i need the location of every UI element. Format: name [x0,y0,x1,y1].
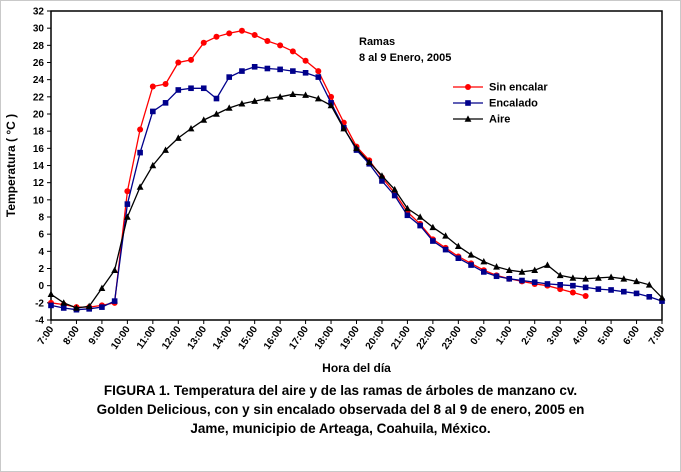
y-tick-label: 28 [33,41,45,52]
y-tick-label: -4 [35,316,44,327]
figure-caption: FIGURA 1. Temperatura del aire y de las … [96,383,585,437]
y-tick-label: 0 [38,281,44,292]
y-tick-label: 24 [33,75,45,86]
annotation-line1: Ramas [359,36,395,48]
x-tick-label: 7:00 [647,324,668,347]
y-axis-title: Temperatura ( °C ) [4,114,18,217]
x-tick-label: 4:00 [571,324,592,347]
legend-label-sin-encalar: Sin encalar [489,82,548,94]
x-tick-label: 23:00 [440,324,464,352]
x-axis: 7:00 8:00 9:00 10:00 11:00 12:00 13:00 14:00 15:… [36,320,668,352]
y-tick-label: 32 [33,7,45,18]
legend-label-encalado: Encalado [489,98,538,110]
x-tick-label: 10:00 [109,324,133,352]
y-tick-label: 22 [33,92,45,103]
x-tick-label: 3:00 [545,324,566,347]
x-tick-label: 15:00 [236,324,260,352]
y-tick-label: 4 [38,247,44,258]
x-tick-label: 8:00 [61,324,82,347]
x-tick-label: 18:00 [313,324,337,352]
x-tick-label: 11:00 [135,324,159,351]
x-tick-label: 2:00 [520,324,541,347]
y-tick-label: 30 [33,24,45,35]
x-tick-label: 22:00 [415,324,439,352]
y-tick-label: 6 [38,230,44,241]
annotation-line2: 8 al 9 Enero, 2005 [359,52,451,64]
x-tick-label: 20:00 [364,324,388,352]
plot-annotation: Ramas 8 al 9 Enero, 2005 [359,36,451,64]
x-tick-label: 16:00 [262,324,286,352]
x-tick-label: 19:00 [338,324,362,352]
series-sin-encalar [48,27,589,311]
y-tick-label: 8 [38,213,44,224]
series-aire [47,90,666,311]
x-tick-label: 17:00 [287,324,311,352]
y-tick-label: 18 [33,127,45,138]
y-tick-label: -2 [35,298,44,309]
y-tick-label: 10 [33,195,45,206]
chart-legend: Sin encalar Encalado Aire [453,82,548,126]
x-tick-label: 14:00 [211,324,235,352]
x-tick-label: 6:00 [622,324,643,347]
x-tick-label: 13:00 [186,324,210,352]
series-encalado [48,63,665,313]
y-tick-label: 20 [33,110,45,121]
legend-label-aire: Aire [489,114,510,126]
x-tick-label: 1:00 [494,324,515,347]
x-tick-label: 9:00 [87,324,108,347]
temperature-chart: -4 -2 0 2 4 6 8 10 12 14 16 18 20 22 24 26 28 30 32 7:00 8:0… [1,1,680,379]
x-axis-title: Hora del día [322,361,391,375]
y-tick-label: 14 [33,161,45,172]
plot-border [50,10,663,321]
x-tick-label: 5:00 [596,324,617,347]
y-tick-label: 2 [38,264,44,275]
x-tick-label: 0:00 [469,324,490,347]
y-tick-label: 26 [33,58,45,69]
y-tick-label: 16 [33,144,45,155]
x-tick-label: 12:00 [160,324,184,352]
y-tick-label: 12 [33,178,45,189]
x-tick-label: 7:00 [36,324,57,347]
x-tick-label: 21:00 [389,324,413,352]
